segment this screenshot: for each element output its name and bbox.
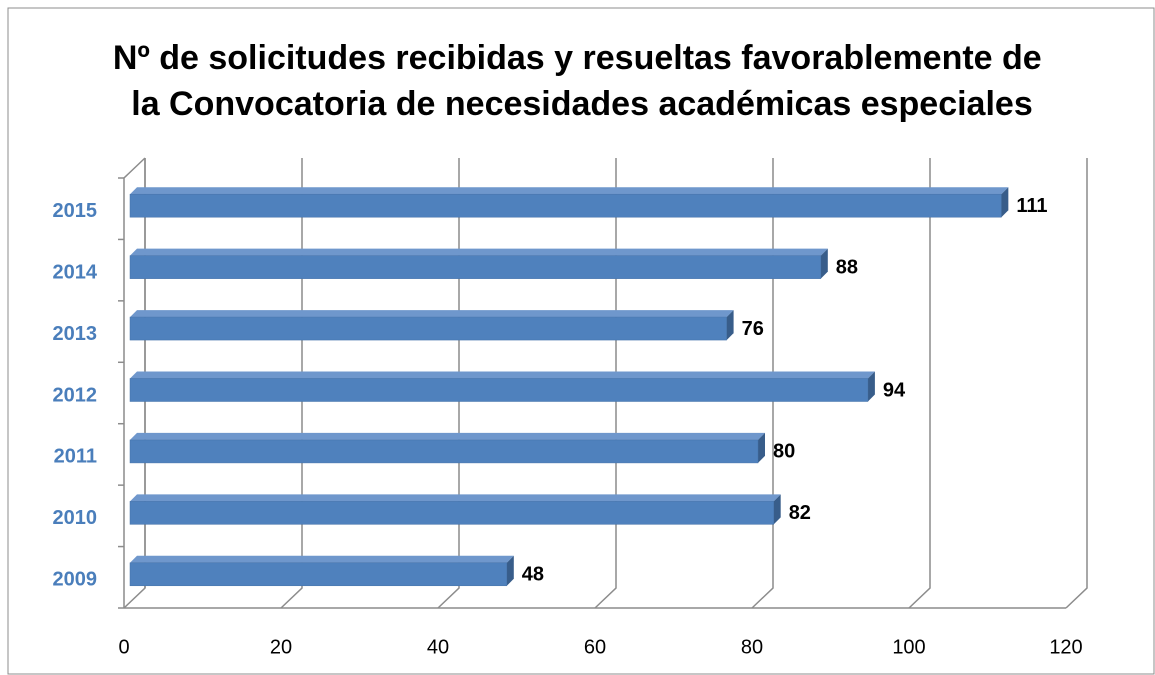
grid-line: [437, 158, 460, 609]
y-tick-label: 2012: [53, 384, 98, 406]
x-tick-label: 100: [892, 636, 925, 658]
x-tick-label: 120: [1049, 636, 1082, 658]
x-tick-label: 0: [118, 636, 129, 658]
grid-line: [594, 158, 617, 609]
title-line: la Convocatoria de necesidades académica…: [131, 85, 1032, 123]
x-tick-label: 80: [741, 636, 763, 658]
data-label: 82: [789, 502, 811, 524]
data-label: 94: [883, 379, 906, 401]
title-line: Nº de solicitudes recibidas y resueltas …: [113, 39, 1042, 77]
bar: [129, 255, 822, 279]
bar: [129, 501, 774, 525]
bar: [129, 193, 1002, 218]
bar-top: [130, 187, 1009, 195]
chart-title: Nº de solicitudes recibidas y resueltas …: [113, 39, 1051, 123]
grid-line: [908, 158, 931, 609]
x-tick-label: 40: [427, 636, 449, 658]
y-tick-label: 2014: [53, 261, 98, 283]
y-tick-label: 2013: [53, 323, 98, 345]
grid-line: [280, 158, 303, 609]
bar-end: [726, 310, 734, 341]
bar-top: [130, 310, 734, 318]
y-tick-label: 2015: [53, 200, 98, 222]
bar-end: [867, 371, 875, 402]
data-label: 111: [1016, 195, 1047, 217]
bar-end: [758, 432, 765, 463]
grid-line: [751, 158, 774, 609]
x-tick-label: 20: [270, 636, 292, 658]
bar-top: [130, 248, 828, 256]
grid-line: [1065, 158, 1088, 609]
y-tick-label: 2010: [53, 507, 98, 529]
bar-top: [130, 432, 765, 440]
bar: [129, 439, 759, 464]
bar: [129, 562, 508, 587]
data-label: 48: [522, 564, 544, 586]
bar-end: [1001, 187, 1009, 218]
y-tick-label: 2011: [54, 446, 97, 468]
bar-top: [130, 555, 514, 563]
data-label: 80: [773, 441, 795, 463]
bar-top: [130, 494, 781, 502]
data-label: 88: [836, 256, 858, 278]
bar-end: [773, 494, 781, 525]
grid-line: [123, 158, 146, 609]
x-tick-label: 60: [584, 636, 606, 658]
bar: [129, 378, 869, 402]
bar: [129, 316, 727, 341]
bar-end: [820, 248, 828, 279]
data-label: 76: [742, 318, 764, 340]
bar-end: [506, 555, 514, 586]
bar-top: [130, 371, 875, 379]
y-tick-label: 2009: [53, 569, 98, 591]
